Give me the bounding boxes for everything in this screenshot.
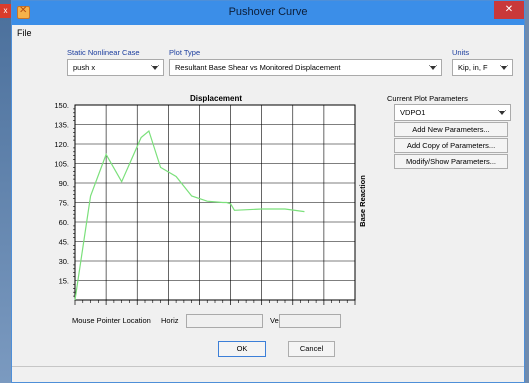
- x-tick-label: 2.80: [285, 307, 300, 308]
- add-new-parameters-button[interactable]: Add New Parameters...: [394, 122, 508, 137]
- x-tick-label: 0.80: [130, 307, 145, 308]
- app-icon[interactable]: [17, 5, 30, 19]
- y-tick-label: 135.: [54, 121, 69, 130]
- y-tick-label: 45.: [59, 238, 69, 247]
- units-select[interactable]: Kip, in, F: [452, 59, 513, 76]
- y-tick-label: 15.: [59, 277, 69, 286]
- plot-type-label: Plot Type: [169, 48, 201, 57]
- modify-show-parameters-button[interactable]: Modify/Show Parameters...: [394, 154, 508, 169]
- x-tick-label: 3.60: [348, 307, 363, 308]
- cancel-button[interactable]: Cancel: [288, 341, 335, 357]
- menu-bar: File: [12, 25, 524, 41]
- y-tick-label: 75.: [59, 199, 69, 208]
- background-desktop-strip: [0, 0, 11, 383]
- x-tick-label: 1.60: [192, 307, 207, 308]
- pushover-curve-line: [74, 129, 305, 301]
- footer-divider: [12, 366, 524, 367]
- vert-label: Vert: [270, 316, 284, 325]
- x-tick-label: 1.20: [161, 307, 176, 308]
- add-copy-parameters-button[interactable]: Add Copy of Parameters...: [394, 138, 508, 153]
- horiz-field: [186, 314, 263, 328]
- static-nonlinear-case-select[interactable]: push x: [67, 59, 164, 76]
- menu-file[interactable]: File: [17, 28, 32, 38]
- background-window-close-tab[interactable]: x: [0, 4, 11, 18]
- plot-parameters-select[interactable]: VDPO1: [394, 104, 511, 121]
- horiz-label: Horiz: [161, 316, 179, 325]
- pushover-chart[interactable]: Displacement Base Reaction 15. 30. 45. 60. 7…: [32, 93, 372, 308]
- chevron-down-icon: [498, 109, 506, 115]
- x-tick-label: 2.00: [223, 307, 238, 308]
- static-nonlinear-case-label: Static Nonlinear Case: [67, 48, 140, 57]
- chart-ticks: 15. 30. 45. 60. 75. 90. 105. 120. 135. 150. 0.00 0.…: [54, 101, 362, 308]
- static-nonlinear-case-value: push x: [73, 63, 96, 72]
- close-button[interactable]: ✕: [494, 1, 524, 19]
- chart-y-axis-label: Base Reaction: [358, 175, 367, 227]
- y-tick-label: 150.: [54, 101, 69, 110]
- y-tick-label: 105.: [54, 160, 69, 169]
- mouse-pointer-location-label: Mouse Pointer Location: [72, 316, 151, 325]
- y-tick-label: 120.: [54, 140, 69, 149]
- y-tick-label: 30.: [59, 257, 69, 266]
- window-title: Pushover Curve: [228, 6, 308, 18]
- background-right-strip: [525, 0, 529, 383]
- current-plot-parameters-label: Current Plot Parameters: [387, 94, 468, 103]
- x-tick-label: 3.20: [317, 307, 332, 308]
- x-tick-label: 0.00: [68, 307, 83, 308]
- x-tick-label: 2.40: [254, 307, 269, 308]
- ok-button[interactable]: OK: [218, 341, 266, 357]
- vert-field: [279, 314, 341, 328]
- plot-type-select[interactable]: Resultant Base Shear vs Monitored Displa…: [169, 59, 442, 76]
- chevron-down-icon: [429, 64, 437, 70]
- chart-title: Displacement: [190, 94, 242, 103]
- y-tick-label: 90.: [59, 179, 69, 188]
- units-label: Units: [452, 48, 470, 57]
- pushover-curve-window: Pushover Curve ✕ File Static Nonlinear C…: [11, 0, 525, 383]
- chevron-down-icon: [500, 64, 508, 70]
- close-icon: ✕: [504, 4, 514, 15]
- chevron-down-icon: [151, 64, 159, 70]
- units-value: Kip, in, F: [458, 63, 488, 72]
- chart-grid: [74, 104, 356, 301]
- plot-parameters-value: VDPO1: [400, 108, 426, 117]
- title-bar[interactable]: Pushover Curve ✕: [12, 1, 524, 25]
- plot-type-value: Resultant Base Shear vs Monitored Displa…: [175, 63, 341, 72]
- x-tick-label: 0.40: [99, 307, 114, 308]
- y-tick-label: 60.: [59, 218, 69, 227]
- chart-series: [74, 129, 305, 301]
